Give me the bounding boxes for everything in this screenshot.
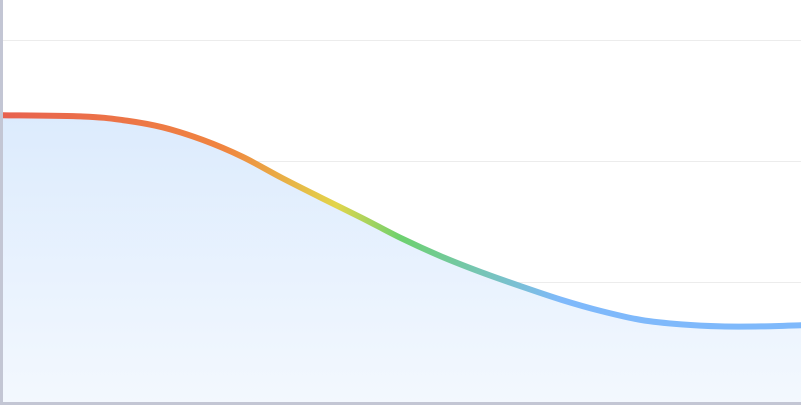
series-line (0, 112, 801, 330)
area-layer (3, 115, 801, 404)
line-layer (0, 112, 801, 330)
series-area-fill (3, 115, 801, 404)
